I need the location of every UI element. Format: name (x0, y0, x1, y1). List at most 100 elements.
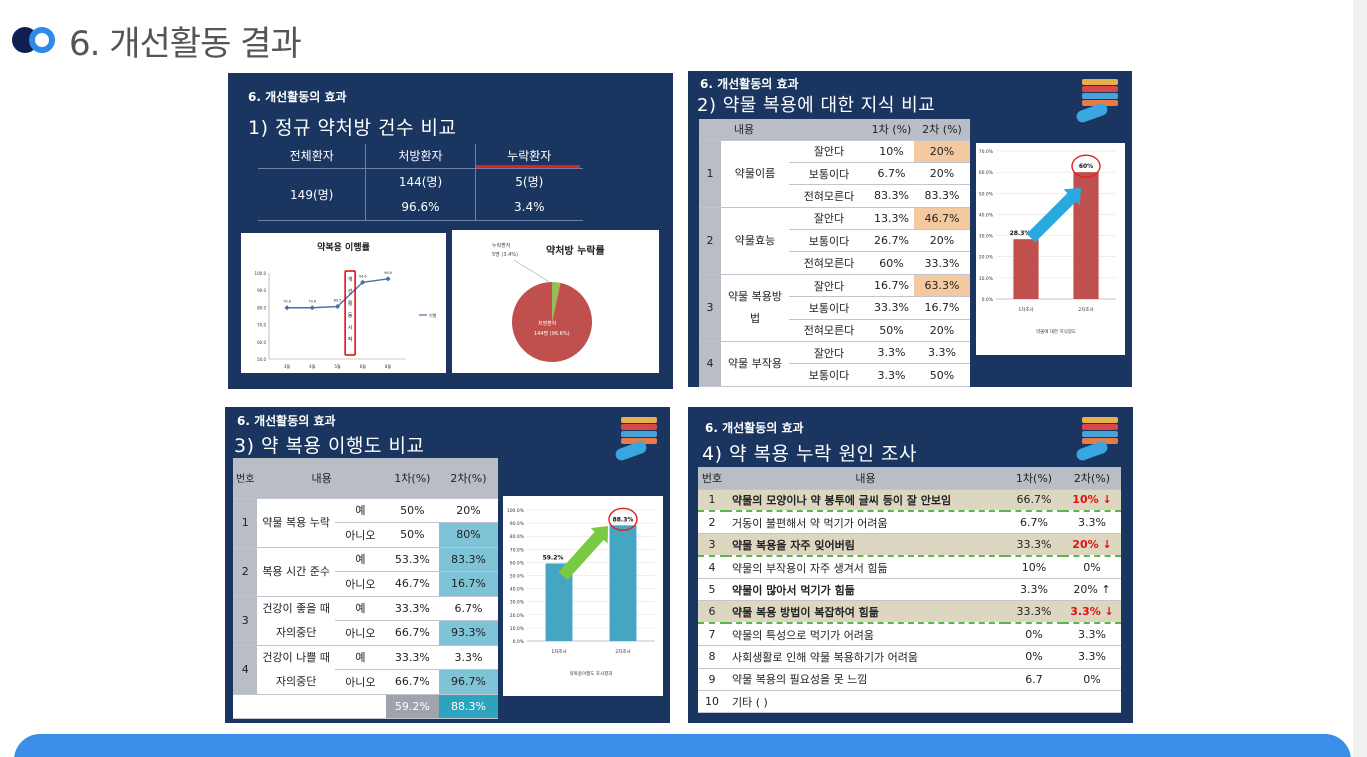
second-value: 50% (914, 363, 970, 387)
first-value: 50% (869, 319, 914, 343)
increase-arrow (558, 526, 608, 581)
header-first-pct: 1차(%) (1005, 467, 1063, 490)
pie-prescribed-value: 144명 (96.6%) (534, 331, 570, 337)
bullet-ring-icon (29, 27, 55, 53)
second-value: 20% (914, 229, 970, 253)
header-spacer (789, 119, 869, 141)
table-row: 5 약물이 많아서 먹기가 힘듦 3.3% 20% ↑ (698, 578, 1121, 602)
second-value: 20% (914, 319, 970, 343)
series-line (287, 278, 389, 309)
y-tick-label: 70.0% (510, 547, 525, 553)
section-header: 6. 개선활동 결과 (12, 18, 302, 64)
first-value: 0% (1005, 645, 1063, 669)
first-total: 59.2% (385, 694, 439, 719)
row-number: 2 (698, 511, 726, 535)
first-value: 66.7% (385, 669, 439, 695)
header-content: 내용 (726, 467, 1005, 490)
first-value: 50% (385, 522, 439, 548)
books-icon (1074, 77, 1122, 125)
y-tick-label: 10.0% (979, 276, 994, 282)
header-second-pct: 2차(%) (438, 458, 498, 499)
second-value: 20% (914, 140, 970, 163)
row-number: 10 (698, 690, 726, 714)
table-row: 보통이다 6.7% 20% (699, 162, 970, 186)
missed-pct: 3.4% (475, 194, 583, 221)
data-point (385, 276, 391, 282)
first-value: 83.3% (869, 184, 914, 208)
data-point (284, 305, 290, 311)
scrollbar[interactable] (1353, 0, 1367, 757)
second-value: 96.7% (438, 669, 498, 695)
group-name: 복용 시간 준수 (257, 547, 335, 597)
y-tick-label: 30.0% (510, 600, 525, 606)
table-row: 아니오 66.7% 96.7% (233, 669, 498, 695)
y-tick-label: 10.0% (510, 626, 525, 632)
y-tick-label: 40.0% (979, 212, 994, 218)
table-row: 10 기타 ( ) (698, 690, 1121, 714)
y-tick-label: 20.0% (510, 613, 525, 619)
group-name: 약물 복용 누락 (257, 498, 335, 548)
legend-label: 이행 (429, 312, 437, 318)
group-number: 1 (233, 498, 258, 548)
missed-underline (476, 165, 580, 168)
cause-text: 기타 ( ) (726, 690, 1005, 714)
answer-label: 전혀모른다 (789, 184, 869, 208)
marker-char: 선 (348, 288, 353, 295)
second-value: 0% (1063, 668, 1121, 692)
pie-chart-svg (512, 259, 592, 362)
cause-text: 약물의 모양이나 약 봉투에 글씨 등이 잘 안보임 (726, 489, 1005, 513)
bar-value-label: 88.3% (613, 516, 634, 523)
table-row: 아니오 66.7% 93.3% (233, 620, 498, 646)
totals-row: 59.2% 88.3% (233, 694, 498, 719)
y-tick-label: 0.0% (982, 297, 994, 303)
answer-label: 아니오 (334, 620, 386, 646)
y-tick-label: 30.0% (979, 234, 994, 240)
bottom-banner (14, 734, 1351, 757)
prescription-table: 전체환자 처방환자 누락환자 149(명) 144(명) 5(명) 96.6% … (258, 144, 583, 221)
first-value: 6.7% (1005, 511, 1063, 535)
row-number: 7 (698, 623, 726, 647)
answer-label: 잘안다 (789, 341, 869, 365)
group-name: 건강이 나쁠 때 자의중단 (257, 645, 335, 695)
header-number: 번호 (233, 458, 258, 499)
table-row: 6 약물 복용 방법이 복잡하여 힘듦 33.3% 3.3% ↓ (698, 600, 1121, 625)
table-row: 8 사회생활로 인해 약물 복용하기가 어려움 0% 3.3% (698, 645, 1121, 669)
answer-label: 보통이다 (789, 162, 869, 186)
row-number: 8 (698, 645, 726, 669)
answer-label: 아니오 (334, 571, 386, 597)
table-row: 2 복용 시간 준수 예 53.3% 83.3% (233, 547, 498, 597)
header-number: 번호 (698, 467, 726, 490)
pie-chart-title: 약처방 누락률 (546, 246, 605, 257)
marker-char: 작 (348, 336, 353, 343)
data-point (309, 305, 315, 311)
cause-text: 약물이 많아서 먹기가 힘듦 (726, 578, 1005, 602)
first-value: 3.3% (1005, 578, 1063, 602)
second-value: 83.3% (438, 547, 498, 572)
x-tick-label: 2차조사 (615, 648, 631, 655)
adherence-line-chart: 약복용 이행률 100.0 90.0 80.0 70.0 60.0 50.0 79.8 3월 7… (241, 233, 446, 373)
second-value: 3.3% (438, 645, 498, 670)
group-name: 약물이름 (721, 140, 789, 208)
first-value (1005, 690, 1063, 714)
second-value: 16.7% (914, 296, 970, 320)
y-tick-label: 60.0% (510, 560, 525, 566)
first-value: 10% (869, 140, 914, 163)
adherence-bar-chart: 100.0% 90.0% 80.0% 70.0% 60.0% 50.0% 40.0% 30.0… (503, 496, 663, 696)
x-axis-label: 약복용이행도 조사결과 (570, 670, 613, 677)
missed-pie-chart: 약처방 누락률 누락환자 5명 (3.4%) 처방환자 144명 (96.6%) (452, 230, 659, 373)
knowledge-table: 내용 1차 (%) 2차 (%) 1 약물이름 잘안다 10% 20% 보통이다 6.7% 2… (699, 119, 970, 387)
table-row: 전혀모른다 50% 20% (699, 319, 970, 343)
knowledge-bar-svg: 70.0% 60.0% 50.0% 40.0% 30.0% 20.0% 10.0% 0.0% 2… (979, 149, 1116, 335)
row-number: 3 (698, 533, 726, 558)
y-tick-label: 90.0 (257, 288, 266, 293)
panel-knowledge: 6. 개선활동의 효과 2) 약물 복용에 대한 지식 비교 내용 1차 (%)… (688, 71, 1132, 387)
header-content: 내용 (257, 458, 386, 499)
second-value: 3.3% (1063, 511, 1121, 535)
point-label: 96.6 (384, 271, 392, 275)
group-number: 3 (699, 274, 721, 343)
second-value: 20% (438, 498, 498, 523)
second-value (1063, 690, 1121, 714)
y-tick-label: 100.0% (507, 508, 525, 514)
group-number: 4 (233, 645, 258, 695)
point-label: 94.6 (359, 274, 367, 278)
